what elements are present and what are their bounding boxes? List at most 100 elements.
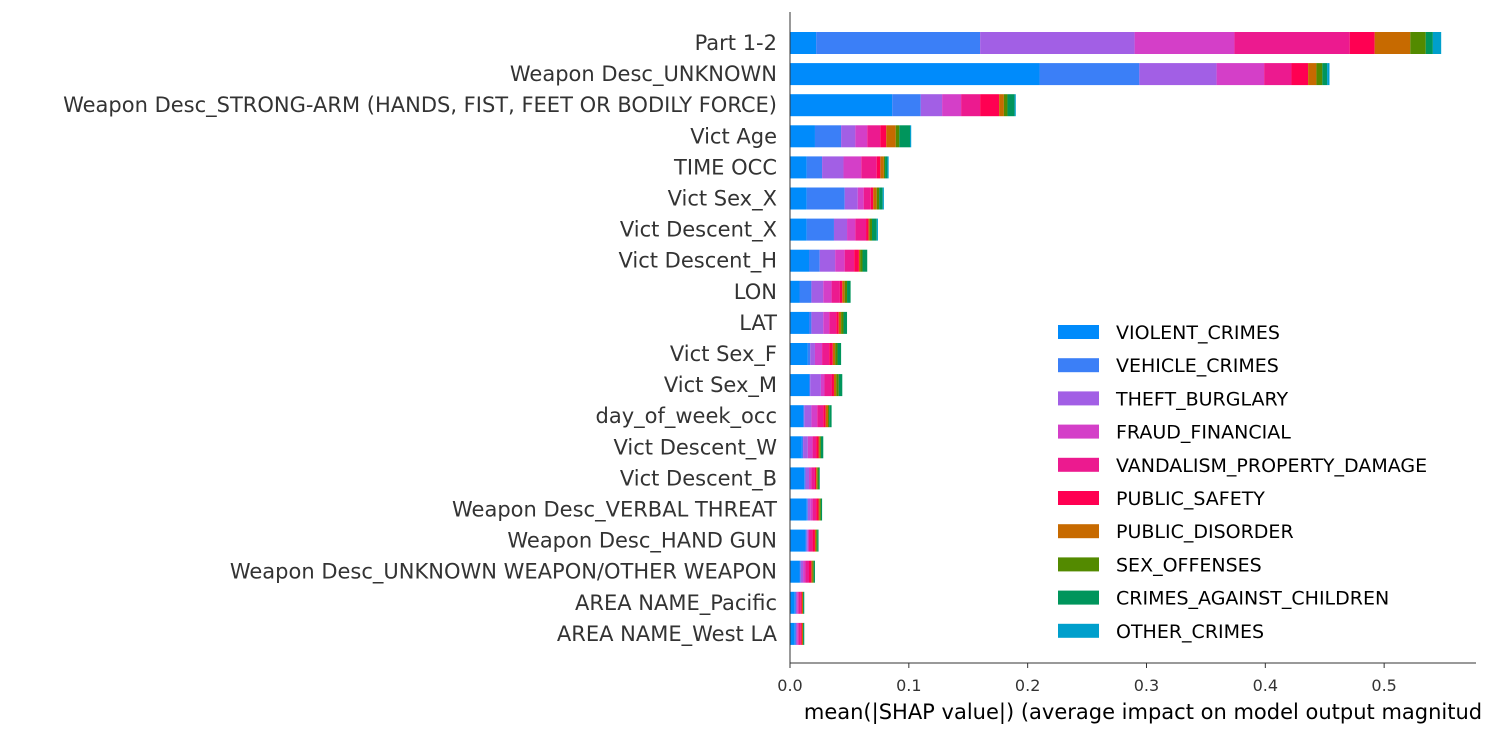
bar-segment — [833, 374, 837, 397]
bar-segment — [863, 187, 871, 210]
bar-segment — [809, 560, 812, 583]
bar-segment — [798, 622, 801, 645]
bar-segment — [1432, 32, 1442, 54]
bar-segment — [867, 125, 881, 148]
bar-segment — [855, 125, 868, 148]
bar-segment — [883, 156, 886, 179]
bar-segment — [873, 187, 877, 210]
bar-segment — [899, 125, 911, 148]
bar-segment — [812, 529, 815, 552]
bar-segment — [801, 622, 804, 645]
bar-segment — [797, 591, 799, 614]
category-label: Vict Descent_X — [620, 218, 777, 243]
bar-segment — [814, 343, 823, 365]
bar-segment — [790, 63, 1040, 86]
bar-segment — [879, 187, 883, 210]
legend-swatch — [1058, 424, 1099, 439]
bar-segment — [868, 218, 870, 241]
bar-segment — [844, 280, 848, 303]
bar-segment — [800, 560, 804, 583]
legend-label: THEFT_BURGLARY — [1115, 388, 1288, 410]
bar-segment — [961, 94, 981, 117]
bar-segment — [804, 405, 812, 428]
bar-segment — [800, 622, 802, 645]
bar-segment — [843, 156, 862, 179]
bar-segment — [1139, 63, 1217, 86]
bar-segment — [839, 280, 843, 303]
bar-segment — [814, 125, 842, 148]
bar-segment — [816, 529, 818, 552]
bar-segment — [842, 280, 845, 303]
bar-segment — [895, 125, 900, 148]
bar-segment — [814, 529, 817, 552]
category-label: Vict Sex_X — [668, 187, 777, 212]
bar-segment — [862, 249, 868, 272]
bar-segment — [837, 343, 842, 365]
legend-label: PUBLIC_DISORDER — [1116, 521, 1294, 543]
bar-segment — [790, 436, 802, 459]
bar-segment — [838, 311, 842, 334]
bar-segment — [820, 436, 824, 459]
bar-segment — [869, 218, 872, 241]
legend-swatch — [1058, 491, 1099, 505]
bar-segment — [805, 560, 810, 583]
bar-segment — [1003, 94, 1008, 117]
bar-segment — [799, 560, 801, 583]
bar-segment — [885, 156, 888, 179]
x-tick-label: 0.5 — [1371, 676, 1396, 695]
bar-segment — [805, 529, 807, 552]
category-label: Part 1-2 — [695, 31, 777, 55]
bar-segment — [841, 311, 844, 334]
bar-segment — [798, 591, 801, 614]
bar-segment — [816, 467, 818, 490]
category-label: AREA NAME_Pacific — [575, 591, 777, 616]
bar-segment — [809, 529, 813, 552]
bar-segment — [809, 374, 811, 397]
bar-segment — [806, 498, 808, 521]
bar-segment — [857, 187, 864, 210]
bar-segment — [812, 436, 817, 459]
bar-segment — [860, 249, 863, 272]
category-label: Weapon Desc_VERBAL THREAT — [452, 498, 777, 523]
bar-segment — [841, 125, 856, 148]
bar-segment — [794, 591, 796, 614]
bar-segment — [803, 560, 806, 583]
bar-segment — [790, 94, 893, 117]
bar-segment — [847, 280, 851, 303]
bar-segment — [806, 156, 823, 179]
bar-segment — [806, 187, 845, 210]
bar-segment — [817, 405, 824, 428]
bar-segment — [871, 218, 877, 241]
bar-segment — [818, 436, 820, 459]
bar-segment — [805, 467, 810, 490]
legend-swatch — [1058, 391, 1099, 406]
bar-segment — [803, 405, 805, 428]
bar-segment — [790, 374, 810, 397]
category-label: Vict Descent_B — [620, 466, 777, 491]
bar-segment — [858, 249, 861, 272]
x-axis-label: mean(|SHAP value|) (average impact on mo… — [804, 700, 1482, 725]
bar-segment — [790, 591, 795, 614]
bar-segment — [790, 560, 800, 583]
bar-segment — [817, 467, 819, 490]
legend-swatch — [1058, 457, 1099, 472]
category-label: Vict Descent_W — [614, 435, 778, 460]
bar-segment — [806, 218, 834, 241]
bar-segment — [829, 311, 837, 334]
bar-segment — [1349, 32, 1375, 54]
bar-segment — [790, 249, 810, 272]
category-label: AREA NAME_West LA — [557, 622, 778, 647]
bar-segment — [790, 125, 815, 148]
bar-segment — [823, 405, 826, 428]
legend-swatch — [1058, 623, 1099, 638]
bar-segment — [942, 94, 962, 117]
bar-segment — [807, 498, 811, 521]
legend-label: VANDALISM_PROPERTY_DAMAGE — [1116, 455, 1427, 477]
bar-segment — [835, 249, 845, 272]
bar-segment — [795, 622, 798, 645]
bar-segment — [803, 436, 808, 459]
bar-segment — [1425, 32, 1433, 54]
bar-segment — [829, 405, 832, 428]
bar-segment — [838, 374, 843, 397]
